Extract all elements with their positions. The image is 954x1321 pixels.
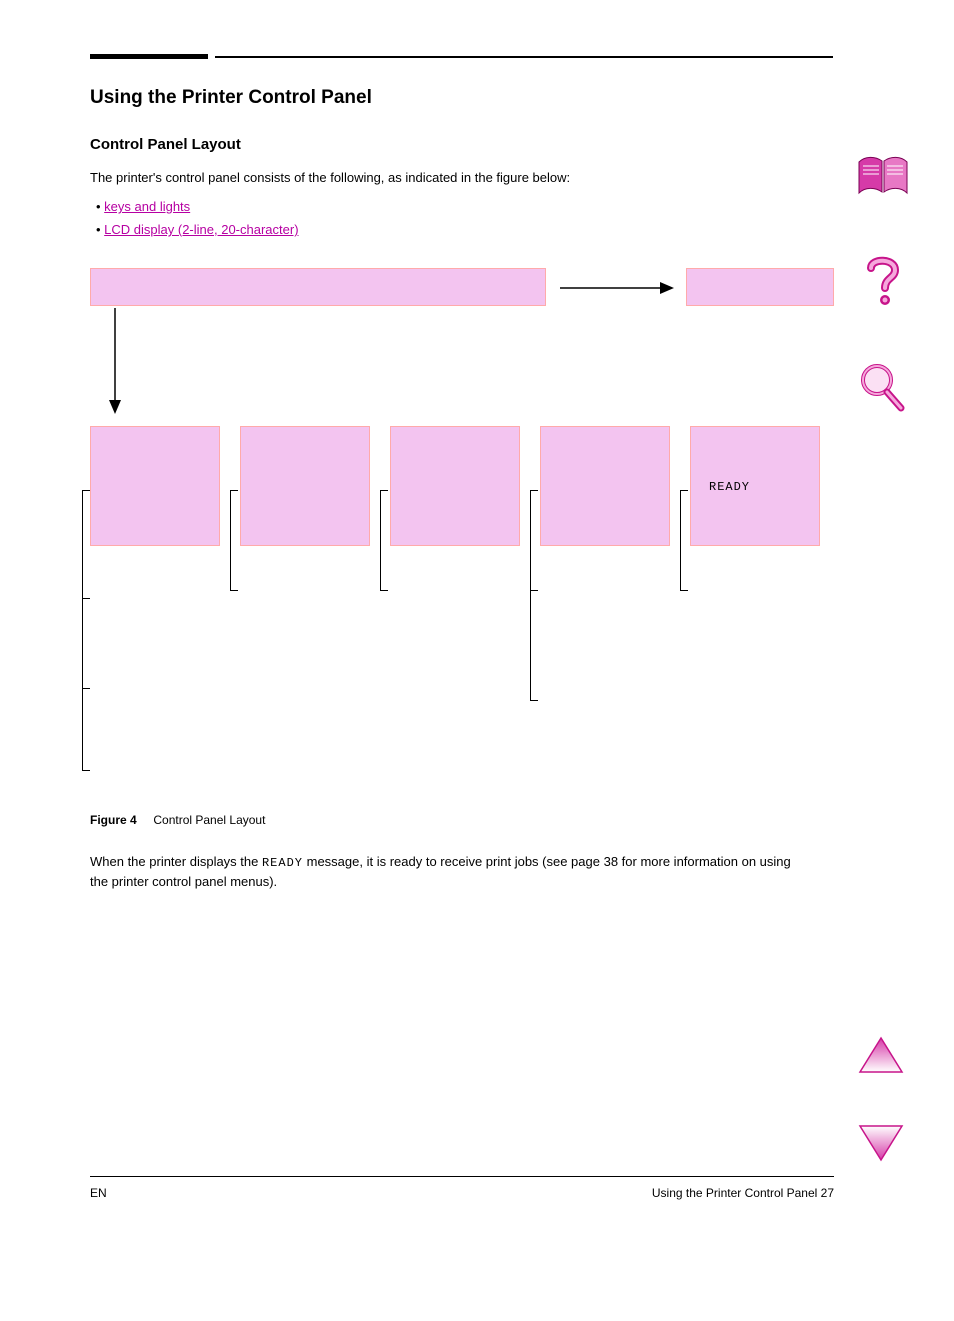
section-subtitle: Control Panel Layout: [90, 134, 834, 156]
ready-text-box5: READY: [709, 479, 750, 496]
arrow-down-icon: [105, 308, 125, 418]
flow-box-2: [240, 426, 370, 546]
bracket-box5-l: [680, 490, 681, 590]
page-up-icon[interactable]: [858, 1036, 904, 1081]
intro-paragraph: The printer's control panel consists of …: [90, 169, 690, 188]
closing-pre: When the printer displays the: [90, 854, 262, 869]
flow-box-4: [540, 426, 670, 546]
figure-flow: READY: [90, 268, 834, 808]
bracket-b1m1: [82, 598, 90, 599]
footer-left: EN: [90, 1186, 107, 1200]
bracket-box1-left: [82, 490, 83, 770]
flow-box-3: [390, 426, 520, 546]
page-title: Using the Printer Control Panel: [90, 84, 834, 112]
figure-label: Figure 4: [90, 813, 137, 827]
bracket-b4m: [530, 590, 538, 591]
closing-paragraph: When the printer displays the READY mess…: [90, 853, 810, 891]
figure-title: Control Panel Layout: [153, 813, 265, 827]
link-keys-lights[interactable]: keys and lights: [104, 199, 190, 214]
bracket-b4t: [530, 490, 538, 491]
bracket-b5t: [680, 490, 688, 491]
header-rule-thin: [215, 56, 833, 58]
bracket-b5b: [680, 590, 688, 591]
bracket-b1m2: [82, 688, 90, 689]
flow-right-box: [686, 268, 834, 306]
bracket-b4b: [530, 700, 538, 701]
flow-box-1: [90, 426, 220, 546]
bracket-b3b: [380, 590, 388, 591]
search-icon[interactable]: [856, 364, 910, 412]
bracket-b1t: [82, 490, 90, 491]
bracket-b1b: [82, 770, 90, 771]
bracket-box2-l: [230, 490, 231, 590]
sidebar-nav: [856, 152, 910, 412]
book-icon[interactable]: [856, 152, 910, 200]
header-rule-thick: [90, 54, 208, 59]
flow-box-5: READY: [690, 426, 820, 546]
bracket-b2t: [230, 490, 238, 491]
link-lcd-display[interactable]: LCD display (2-line, 20-character): [104, 222, 298, 237]
flow-wide-box: [90, 268, 546, 306]
help-icon[interactable]: [856, 258, 910, 306]
page-down-icon[interactable]: [858, 1122, 904, 1167]
bracket-box3-l: [380, 490, 381, 590]
arrow-right-icon: [560, 278, 680, 298]
footer-right: Using the Printer Control Panel 27: [652, 1186, 834, 1200]
bracket-box4-l: [530, 490, 531, 700]
ready-inline: READY: [262, 856, 303, 870]
footer-rule: [90, 1176, 834, 1177]
bracket-b3t: [380, 490, 388, 491]
bracket-b2b: [230, 590, 238, 591]
